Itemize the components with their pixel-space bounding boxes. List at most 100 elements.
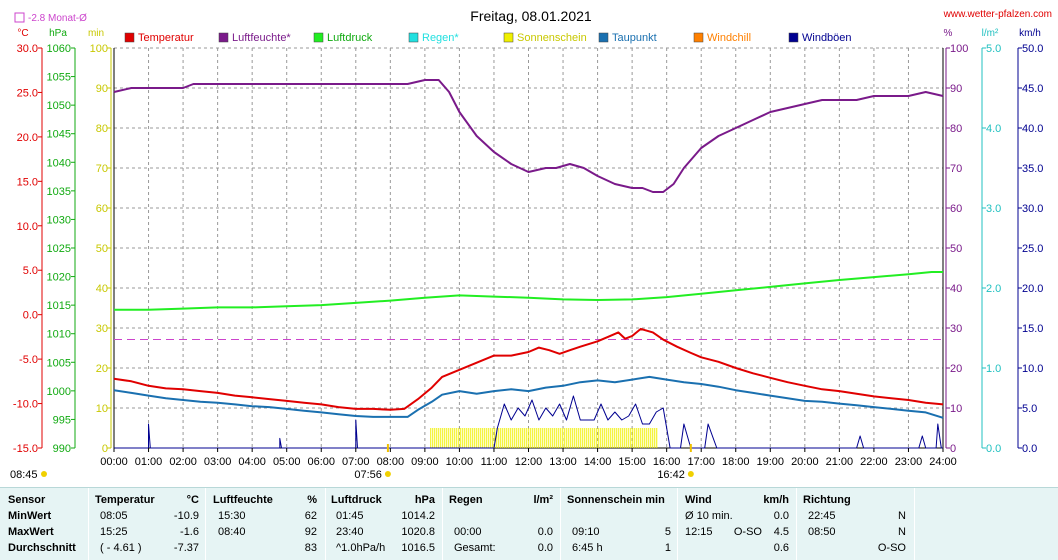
axis-label-pressure: 1000 — [47, 386, 71, 398]
series-lines — [113, 79, 944, 449]
rain-time: 00:00 — [454, 526, 482, 538]
legend-swatch-icon — [408, 32, 419, 43]
series-windben — [114, 395, 943, 449]
unit-label-temp: °C — [17, 28, 28, 39]
legend-label: Windchill — [707, 32, 751, 44]
header-temp: Temperatur — [95, 494, 155, 506]
legend-label: Taupunkt — [612, 32, 657, 44]
legend-swatch-icon — [124, 32, 135, 43]
axis-label-pressure: 990 — [53, 443, 71, 455]
legend-swatch-icon — [503, 32, 514, 43]
axis-label-pressure: 995 — [53, 414, 71, 426]
axis-label-rain: 4.0 — [986, 123, 1001, 135]
press-time: 01:45 — [336, 510, 364, 522]
header-hum-unit: % — [307, 494, 317, 506]
x-tick-label: 02:00 — [169, 456, 197, 468]
axis-label-humidity: 0 — [950, 443, 956, 455]
x-tick-label: 18:00 — [722, 456, 750, 468]
x-tick-label: 20:00 — [791, 456, 819, 468]
axis-label-rain: 1.0 — [986, 363, 1001, 375]
wind-value: 0.0 — [773, 510, 789, 522]
axis-label-temp: 30.0 — [17, 43, 38, 55]
axis-label-pressure: 1055 — [47, 72, 71, 84]
stats-table: Sensor Temperatur °C Luftfeuchte% Luftdruck h… — [0, 487, 1058, 560]
table-separator — [677, 488, 678, 560]
axis-label-temp: 25.0 — [17, 87, 38, 99]
unit-label-wind: km/h — [1019, 28, 1041, 39]
axis-label-temp: 0.0 — [23, 310, 38, 322]
hum-value: 83 — [304, 542, 317, 554]
rain-value: 0.0 — [537, 526, 553, 538]
chart-title: Freitag, 08.01.2021 — [470, 8, 592, 24]
x-tick-label: 10:00 — [446, 456, 474, 468]
weather-chart: 30.0 25.0 20.0 15.0 10.0 5.0 0.0 -5.0 -10.0 -15.0… — [10, 8, 1052, 481]
header-wind-unit: km/h — [763, 494, 789, 506]
axis-label-pressure: 1060 — [47, 43, 71, 55]
legend-swatch-icon — [788, 32, 799, 43]
dir-time: 22:45 — [808, 510, 836, 522]
x-tick-label: 07:00 — [342, 456, 370, 468]
dir-value: N — [898, 526, 906, 538]
dir-value: N — [898, 510, 906, 522]
x-tick-label: 04:00 — [238, 456, 266, 468]
x-tick-label: 03:00 — [204, 456, 232, 468]
sunrise-icon — [384, 471, 391, 477]
series-taupunkt — [113, 375, 944, 419]
axes: 30.0 25.0 20.0 15.0 10.0 5.0 0.0 -5.0 -10.0 -15.0… — [13, 43, 1044, 455]
sun-time: 6:45 h — [572, 542, 603, 554]
axis-label-temp: -5.0 — [19, 354, 38, 366]
legend-swatch-icon — [598, 32, 609, 43]
axis-label-wind: 45.0 — [1022, 83, 1043, 95]
axis-label-pressure: 1015 — [47, 300, 71, 312]
table-separator — [560, 488, 561, 560]
x-tick-label: 13:00 — [549, 456, 577, 468]
x-tick-label: 11:00 — [481, 456, 508, 468]
current-time-label: 08:45 — [10, 469, 38, 481]
axis-label-humidity: 30 — [950, 323, 962, 335]
axis-label-pressure: 1010 — [47, 329, 71, 341]
wind-value: 0.6 — [773, 542, 789, 554]
unit-label-sun_min: min — [88, 28, 104, 39]
header-sensor: Sensor — [8, 494, 46, 506]
axis-label-temp: -15.0 — [13, 443, 38, 455]
header-hum: Luftfeuchte — [213, 494, 273, 506]
header-dir: Richtung — [803, 494, 851, 506]
axis-label-sun_min: 60 — [96, 203, 108, 215]
x-tick-label: 08:00 — [377, 456, 405, 468]
x-tick-label: 17:00 — [687, 456, 715, 468]
x-tick-label: 16:00 — [653, 456, 681, 468]
dir-value: O-SO — [877, 542, 906, 554]
unit-label-pressure: hPa — [49, 28, 67, 39]
axis-label-pressure: 1045 — [47, 129, 71, 141]
axis-label-wind: 50.0 — [1022, 43, 1043, 55]
axis-label-wind: 40.0 — [1022, 123, 1043, 135]
legend-label: Temperatur — [138, 32, 194, 44]
rain-time: Gesamt: — [454, 542, 496, 554]
header-rain: Regen — [449, 494, 483, 506]
axis-label-humidity: 50 — [950, 243, 962, 255]
series-temperatur — [113, 327, 944, 411]
header-temp-unit: °C — [186, 494, 199, 506]
row-label: MaxWert — [8, 526, 54, 538]
sunset-label: 16:42 — [657, 469, 685, 481]
dir-time: 08:50 — [808, 526, 836, 538]
axis-label-sun_min: 40 — [96, 283, 108, 295]
legend-label: Windböen — [802, 32, 852, 44]
table-separator — [325, 488, 326, 560]
x-tick-label: 14:00 — [584, 456, 612, 468]
axis-label-humidity: 60 — [950, 203, 962, 215]
axis-label-sun_min: 90 — [96, 83, 108, 95]
axis-label-rain: 5.0 — [986, 43, 1001, 55]
header-rain-unit: l/m² — [533, 494, 553, 506]
site-link[interactable]: www.wetter-pfalzen.com — [943, 9, 1052, 20]
axis-label-pressure: 1020 — [47, 272, 71, 284]
wind-value: 4.5 — [773, 526, 789, 538]
x-tick-label: 05:00 — [273, 456, 301, 468]
table-separator — [88, 488, 89, 560]
axis-label-temp: 15.0 — [17, 176, 38, 188]
axis-label-wind: 5.0 — [1022, 403, 1037, 415]
row-label: MinWert — [8, 510, 52, 522]
axis-label-pressure: 1030 — [47, 214, 71, 226]
header-wind: Wind — [685, 494, 712, 506]
axis-label-humidity: 20 — [950, 363, 962, 375]
